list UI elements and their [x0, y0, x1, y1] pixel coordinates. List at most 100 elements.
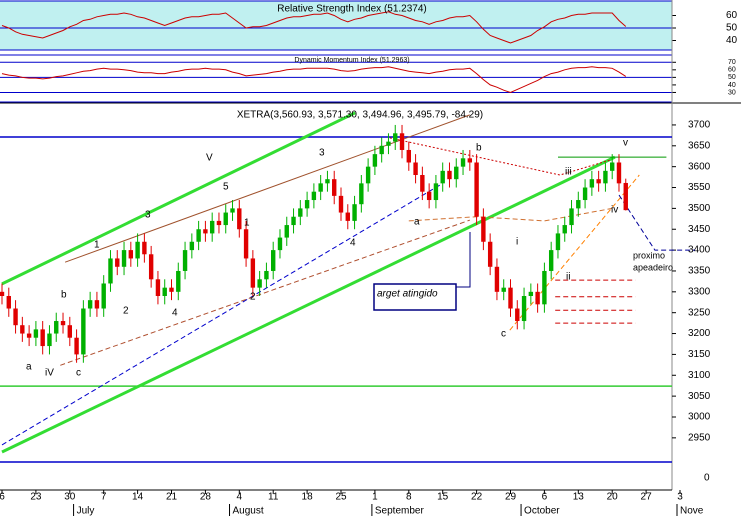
candle-body — [501, 287, 506, 292]
candle-body — [33, 329, 39, 338]
wave-label: iV — [45, 368, 54, 379]
candle-body — [304, 200, 310, 209]
trend-line — [389, 137, 611, 176]
candle-body — [447, 170, 452, 180]
candle-body — [386, 141, 391, 146]
candle-body — [67, 325, 72, 338]
x-tick-label: 13 — [573, 492, 585, 503]
wave-label: 3 — [145, 210, 151, 221]
wave-label: c — [501, 329, 506, 340]
x-tick-label: 15 — [437, 492, 449, 503]
trend-line — [60, 219, 470, 366]
chart-title: XETRA(3,560.93, 3,571.30, 3,494.96, 3,49… — [237, 110, 483, 121]
candle-body — [569, 208, 574, 226]
candle-body — [582, 187, 588, 201]
callout-box — [373, 283, 457, 311]
wave-label: 2 — [250, 292, 256, 303]
candle-body — [474, 162, 479, 217]
x-tick-label: 1 — [372, 492, 378, 503]
candle-body — [359, 183, 364, 205]
candle-body — [562, 225, 567, 234]
y-tick-label: 3500 — [688, 203, 711, 214]
x-tick-label: 4 — [237, 492, 243, 503]
candle-body — [603, 170, 608, 184]
candle-body — [54, 321, 59, 334]
candle-body — [26, 333, 32, 338]
candle-body — [257, 279, 262, 288]
candle-body — [0, 291, 5, 296]
candle-body — [128, 250, 134, 259]
x-tick-label: 23 — [30, 492, 42, 503]
y-tick-label: 3550 — [688, 182, 711, 193]
candle-body — [379, 145, 384, 155]
candle-body — [548, 250, 554, 271]
candle-body — [291, 216, 296, 226]
y-tick-label: 40 — [728, 82, 736, 89]
callout-text: arget atingido — [377, 289, 438, 300]
y-tick-label: 60 — [726, 10, 738, 21]
y-tick-label: 3650 — [688, 140, 711, 151]
candle-body — [365, 166, 371, 184]
candle-body — [338, 195, 344, 213]
y-tick-label: 3700 — [688, 120, 711, 131]
candle-body — [237, 208, 242, 230]
wave-label: V — [206, 153, 213, 164]
wave-label: 1 — [94, 240, 100, 251]
candle-body — [115, 258, 120, 267]
y-tick-label: 40 — [726, 35, 738, 46]
candle-body — [610, 162, 615, 171]
wave-label: c — [76, 368, 81, 379]
trend-line — [509, 174, 640, 331]
candle-body — [298, 208, 303, 217]
callout-connector — [456, 232, 471, 288]
x-tick-label: 28 — [200, 492, 212, 503]
y-tick-label: 30 — [728, 89, 736, 96]
candle-body — [243, 229, 249, 259]
candle-body — [393, 133, 398, 142]
candle-body — [87, 300, 93, 309]
callout-text: proximo — [633, 250, 665, 260]
candle-body — [460, 158, 466, 167]
indicator-title: Relative Strength Index (51.2374) — [277, 4, 427, 15]
candle-body — [345, 212, 350, 221]
y-tick-label: 3300 — [688, 286, 711, 297]
wave-label: iii — [565, 167, 572, 178]
y-tick-label: 3050 — [688, 391, 711, 402]
y-tick-label: 3450 — [688, 224, 711, 235]
trend-line — [1, 155, 616, 454]
candle-body — [352, 204, 357, 221]
candle-body — [182, 250, 188, 271]
month-label: July — [77, 506, 95, 516]
x-tick-label: 6 — [542, 492, 548, 503]
x-tick-label: 22 — [471, 492, 483, 503]
candle-body — [616, 162, 622, 184]
candle-body — [542, 270, 547, 305]
candle-body — [399, 133, 405, 150]
wave-label: a — [26, 362, 32, 373]
candle-body — [189, 241, 195, 251]
candle-body — [318, 183, 323, 192]
wave-label: iv — [611, 205, 618, 216]
candle-body — [420, 175, 425, 192]
y-tick-label: 50 — [728, 74, 736, 81]
wave-label: v — [623, 138, 628, 149]
candle-body — [277, 237, 283, 251]
candle-body — [142, 241, 147, 255]
candle-body — [508, 287, 513, 309]
wave-label: b — [476, 143, 482, 154]
candle-body — [169, 287, 174, 292]
x-tick-label: 8 — [406, 492, 412, 503]
wave-label: ii — [566, 272, 570, 283]
x-tick-label: 21 — [166, 492, 178, 503]
x-tick-label: 11 — [268, 492, 279, 503]
wave-label: 4 — [172, 308, 178, 319]
wave-label: b — [61, 290, 67, 301]
candle-body — [47, 333, 52, 347]
candle-body — [101, 283, 106, 309]
candle-body — [576, 200, 581, 209]
candle-body — [40, 329, 45, 347]
indicator-line — [1, 11, 627, 44]
candle-body — [155, 279, 161, 296]
candle-body — [60, 321, 66, 326]
